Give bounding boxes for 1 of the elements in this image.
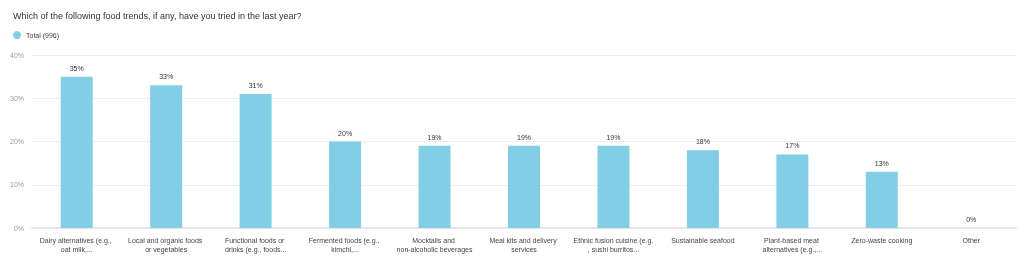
chart-title: Which of the following food trends, if any, have you tried in the last year? (13, 10, 302, 21)
